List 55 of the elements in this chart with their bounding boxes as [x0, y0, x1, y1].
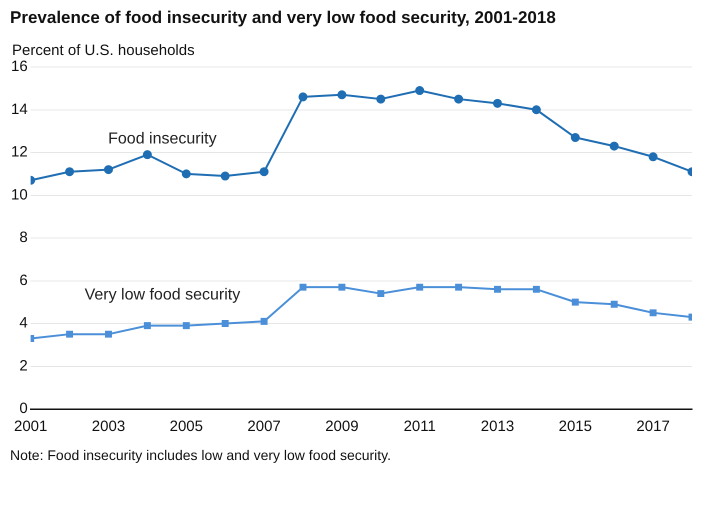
x-tick-label: 2003	[92, 418, 126, 436]
series-label: Very low food security	[84, 286, 240, 304]
point	[415, 86, 424, 96]
point	[454, 94, 464, 104]
point	[105, 330, 112, 338]
point	[494, 286, 501, 293]
point	[648, 152, 658, 162]
x-tick-label: 2015	[558, 418, 592, 436]
point	[570, 133, 580, 142]
point	[66, 330, 74, 338]
point	[298, 92, 308, 102]
y-tick-label: 12	[10, 144, 28, 161]
point	[222, 320, 229, 327]
point	[338, 284, 346, 291]
point	[182, 169, 191, 178]
point	[260, 318, 268, 325]
x-tick-label: 2017	[636, 418, 670, 436]
text: Note: Food insecurity includes low and very low food security.	[10, 447, 392, 463]
point	[182, 322, 190, 330]
x-tick-label: 2013	[480, 418, 514, 436]
point	[532, 286, 540, 293]
x-tick-label: 2009	[325, 418, 359, 436]
series-label: Food insecurity	[108, 130, 217, 148]
y-axis-title: Percent of U.S. households	[12, 42, 196, 59]
point	[610, 300, 618, 308]
point	[532, 105, 541, 114]
y-tick-label: 8	[19, 229, 28, 246]
point	[220, 172, 230, 181]
point	[65, 167, 74, 176]
point	[610, 142, 619, 151]
point	[377, 290, 384, 298]
x-tick-label: 2001	[14, 418, 48, 436]
point	[104, 165, 113, 174]
point	[416, 284, 424, 291]
x-tick-label: 2007	[247, 418, 281, 436]
point	[142, 150, 152, 160]
y-tick-label: 6	[19, 272, 28, 289]
point	[300, 284, 306, 291]
point	[572, 298, 579, 306]
y-tick-label: 14	[10, 100, 28, 118]
x-tick-label: 2005	[170, 418, 203, 436]
y-tick-label: 16	[10, 58, 28, 76]
point	[260, 167, 269, 176]
y-tick-label: 4	[19, 314, 28, 332]
point	[650, 309, 657, 316]
point	[376, 94, 386, 104]
y-tick-label: 2	[19, 357, 28, 374]
point	[492, 98, 502, 108]
point	[144, 322, 151, 330]
chart-title: Prevalence of food insecurity and very low food security, 2001-2018	[10, 8, 557, 28]
x-tick-label: 2011	[404, 418, 436, 436]
point	[455, 284, 462, 291]
y-tick-label: 10	[10, 186, 28, 204]
y-tick-label: 0	[19, 400, 28, 418]
point	[337, 90, 346, 100]
